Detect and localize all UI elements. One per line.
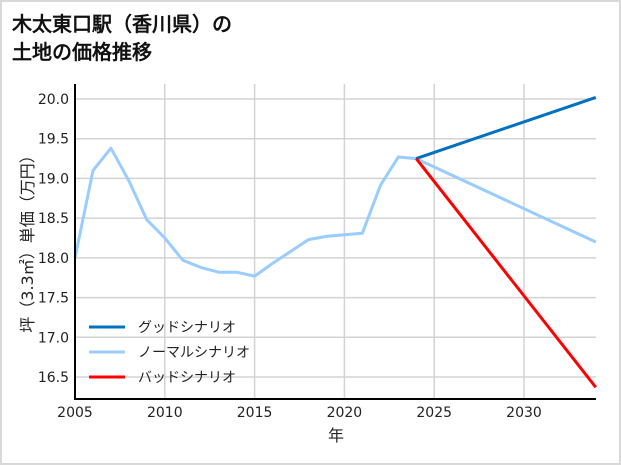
y-axis-label: 坪（3.3㎡）単価（万円） — [18, 147, 37, 332]
y-tick-label: 18.0 — [38, 251, 69, 267]
legend-item: グッドシナリオ — [89, 320, 236, 336]
grid-lines — [74, 84, 596, 399]
y-tick-label: 19.5 — [38, 132, 69, 148]
series-lines — [73, 95, 597, 389]
legend-label: ノーマルシナリオ — [138, 345, 250, 361]
x-tick-label: 2020 — [327, 405, 363, 421]
axes — [74, 84, 596, 400]
legend-item: ノーマルシナリオ — [89, 345, 250, 361]
series-line — [415, 157, 597, 244]
y-tick-label: 19.0 — [38, 171, 69, 187]
y-tick-label: 17.5 — [38, 291, 69, 307]
y-tick-label: 16.5 — [38, 370, 69, 386]
x-tick-labels: 2005 2010 2015 2020 2025 2030 — [57, 405, 542, 421]
y-tick-label: 20.0 — [38, 92, 69, 108]
y-tick-label: 17.0 — [38, 330, 69, 346]
x-tick-label: 2005 — [57, 405, 93, 421]
y-tick-labels: 16.5 17.0 17.5 18.0 18.5 19.0 19.5 20.0 — [38, 92, 69, 386]
x-tick-label: 2025 — [416, 405, 452, 421]
x-tick-label: 2015 — [237, 405, 273, 421]
legend-label: バッドシナリオ — [138, 370, 236, 386]
series-line — [415, 95, 597, 161]
series-line — [415, 157, 597, 389]
chart-title: 木太東口駅（香川県）の 土地の価格推移 — [12, 12, 232, 64]
x-axis-label: 年 — [328, 426, 344, 445]
series-line — [73, 146, 417, 278]
x-tick-label: 2010 — [147, 405, 183, 421]
y-tick-label: 18.5 — [38, 211, 69, 227]
legend-item: バッドシナリオ — [89, 370, 236, 386]
x-tick-label: 2030 — [506, 405, 542, 421]
legend-label: グッドシナリオ — [138, 320, 236, 336]
